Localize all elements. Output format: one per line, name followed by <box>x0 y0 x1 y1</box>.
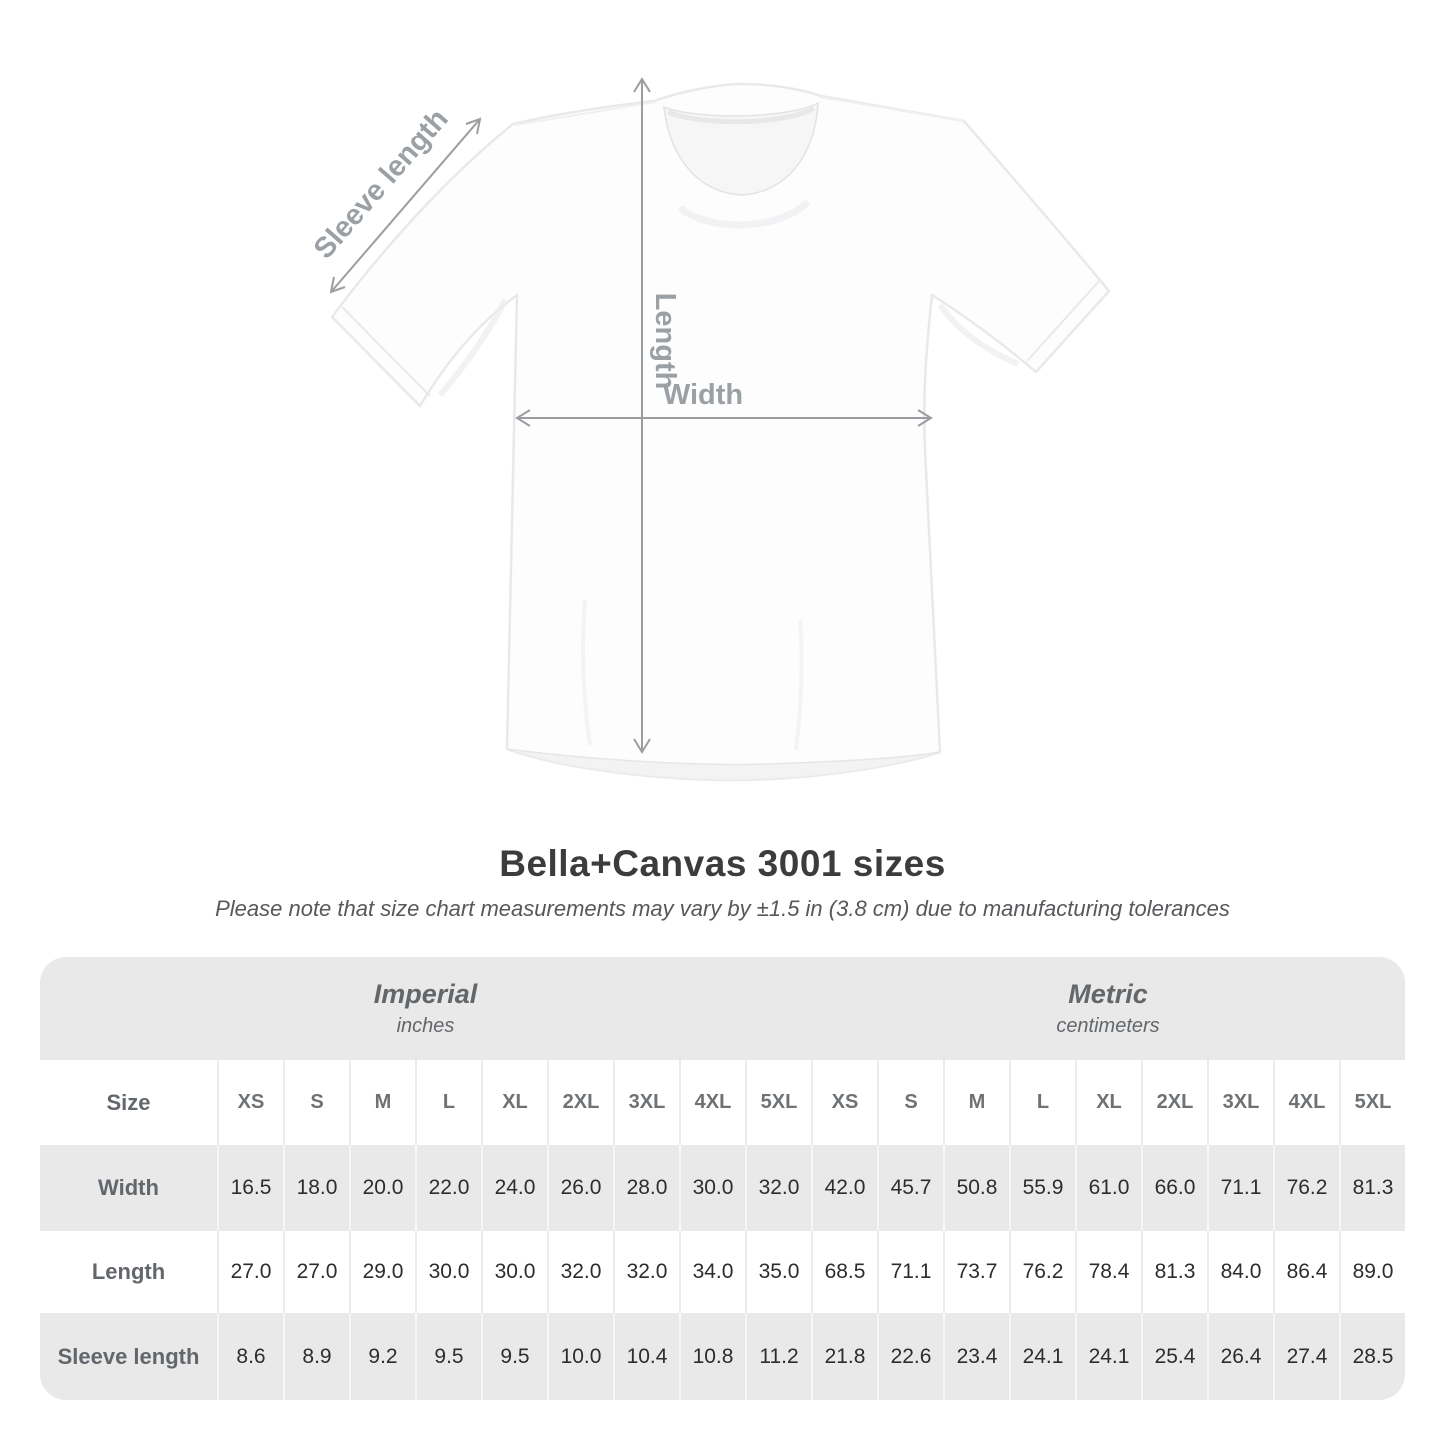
table-cell: 81.3 <box>1339 1145 1405 1231</box>
page-title: Bella+Canvas 3001 sizes <box>499 843 946 884</box>
row-label: Length <box>40 1231 217 1313</box>
sleeve-length-arrow <box>329 117 482 294</box>
width-label: Width <box>663 379 743 411</box>
table-cell: 27.0 <box>283 1231 349 1313</box>
table-cell: 24.1 <box>1075 1313 1141 1400</box>
table-cell: 42.0 <box>811 1145 877 1231</box>
table-cell: 26.4 <box>1207 1313 1273 1400</box>
table-cell: 28.5 <box>1339 1313 1405 1400</box>
table-cell: 71.1 <box>877 1231 943 1313</box>
table-cell: 20.0 <box>349 1145 415 1231</box>
table-cell: 89.0 <box>1339 1231 1405 1313</box>
imperial-unit: inches <box>396 1015 455 1037</box>
size-col-header: L <box>415 1060 481 1145</box>
size-chart-table: Imperial inches Metric centimeters Size X… <box>40 957 1405 1400</box>
table-cell: 30.0 <box>415 1231 481 1313</box>
length-arrow <box>633 77 651 754</box>
table-cell: 18.0 <box>283 1145 349 1231</box>
size-col-header: XL <box>1075 1060 1141 1145</box>
table-cell: 61.0 <box>1075 1145 1141 1231</box>
size-col-header: 4XL <box>679 1060 745 1145</box>
row-label: Sleeve length <box>40 1313 217 1400</box>
size-col-header: 3XL <box>1207 1060 1273 1145</box>
table-cell: 10.8 <box>679 1313 745 1400</box>
table-cell: 8.9 <box>283 1313 349 1400</box>
table-cell: 26.0 <box>547 1145 613 1231</box>
size-col-header: S <box>283 1060 349 1145</box>
table-cell: 23.4 <box>943 1313 1009 1400</box>
table-cell: 84.0 <box>1207 1231 1273 1313</box>
imperial-title: Imperial <box>373 979 478 1009</box>
table-cell: 22.0 <box>415 1145 481 1231</box>
table-cell: 76.2 <box>1009 1231 1075 1313</box>
table-cell: 27.4 <box>1273 1313 1339 1400</box>
table-cell: 34.0 <box>679 1231 745 1313</box>
imperial-section-header: Imperial inches <box>40 957 811 1060</box>
size-col-header: M <box>943 1060 1009 1145</box>
table-cell: 78.4 <box>1075 1231 1141 1313</box>
table-cell: 9.2 <box>349 1313 415 1400</box>
table-cell: 8.6 <box>217 1313 283 1400</box>
row-label: Width <box>40 1145 217 1231</box>
table-cell: 50.8 <box>943 1145 1009 1231</box>
table-cell: 68.5 <box>811 1231 877 1313</box>
table-cell: 35.0 <box>745 1231 811 1313</box>
size-col-header: 3XL <box>613 1060 679 1145</box>
size-col-header: XS <box>217 1060 283 1145</box>
length-label: Length <box>649 293 681 390</box>
table-cell: 30.0 <box>679 1145 745 1231</box>
table-cell: 16.5 <box>217 1145 283 1231</box>
metric-unit: centimeters <box>1056 1015 1160 1037</box>
size-col-header: XS <box>811 1060 877 1145</box>
table-cell: 10.0 <box>547 1313 613 1400</box>
size-col-header: 2XL <box>1141 1060 1207 1145</box>
table-cell: 66.0 <box>1141 1145 1207 1231</box>
table-cell: 55.9 <box>1009 1145 1075 1231</box>
table-cell: 45.7 <box>877 1145 943 1231</box>
table-cell: 22.6 <box>877 1313 943 1400</box>
metric-section-header: Metric centimeters <box>811 957 1405 1060</box>
table-cell: 9.5 <box>415 1313 481 1400</box>
tshirt-measurement-figure: Sleeve length Length Width <box>308 77 1111 782</box>
table-cell: 86.4 <box>1273 1231 1339 1313</box>
metric-title: Metric <box>1068 979 1148 1009</box>
size-col-header: 5XL <box>745 1060 811 1145</box>
size-col-header: 4XL <box>1273 1060 1339 1145</box>
table-cell: 27.0 <box>217 1231 283 1313</box>
table-cell: 81.3 <box>1141 1231 1207 1313</box>
table-cell: 29.0 <box>349 1231 415 1313</box>
table-cell: 32.0 <box>745 1145 811 1231</box>
table-cell: 24.1 <box>1009 1313 1075 1400</box>
size-col-header: XL <box>481 1060 547 1145</box>
table-cell: 11.2 <box>745 1313 811 1400</box>
table-cell: 10.4 <box>613 1313 679 1400</box>
tolerance-note: Please note that size chart measurements… <box>215 896 1230 921</box>
size-col-header: 5XL <box>1339 1060 1405 1145</box>
table-cell: 25.4 <box>1141 1313 1207 1400</box>
table-cell: 76.2 <box>1273 1145 1339 1231</box>
table-cell: 71.1 <box>1207 1145 1273 1231</box>
width-arrow <box>515 409 933 427</box>
table-cell: 28.0 <box>613 1145 679 1231</box>
table-cell: 30.0 <box>481 1231 547 1313</box>
size-corner-label: Size <box>40 1060 217 1145</box>
table-cell: 32.0 <box>613 1231 679 1313</box>
size-col-header: 2XL <box>547 1060 613 1145</box>
tshirt-illustration <box>330 82 1111 782</box>
size-col-header: L <box>1009 1060 1075 1145</box>
table-cell: 9.5 <box>481 1313 547 1400</box>
table-cell: 21.8 <box>811 1313 877 1400</box>
table-cell: 73.7 <box>943 1231 1009 1313</box>
table-cell: 24.0 <box>481 1145 547 1231</box>
size-col-header: M <box>349 1060 415 1145</box>
size-col-header: S <box>877 1060 943 1145</box>
table-cell: 32.0 <box>547 1231 613 1313</box>
